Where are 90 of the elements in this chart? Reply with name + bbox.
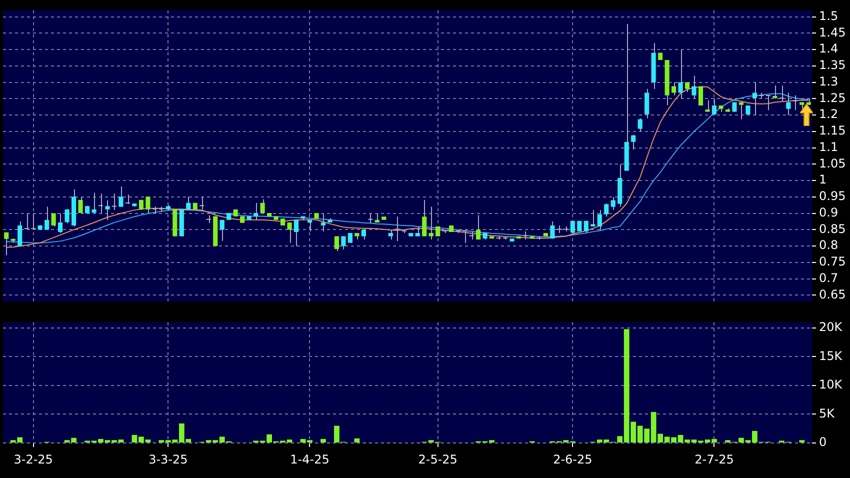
candlestick [462, 230, 468, 244]
candlestick [260, 198, 265, 214]
candlestick [692, 75, 696, 100]
candlestick [341, 236, 346, 250]
candlestick [125, 194, 130, 204]
candlestick [64, 208, 70, 224]
candlestick [792, 94, 798, 111]
candlestick [368, 212, 373, 224]
candlestick [388, 229, 393, 240]
candlestick [428, 206, 434, 240]
y-tick-label: 1 [819, 172, 827, 187]
candlestick [105, 200, 110, 220]
y-tick-label: 0.75 [819, 254, 846, 269]
x-tick-label: 2-7-25 [694, 452, 734, 466]
candlestick [78, 196, 83, 214]
y-tick-label: 0.8 [819, 238, 838, 252]
candlestick [672, 82, 676, 96]
candlestick [570, 220, 575, 234]
candlestick [186, 196, 191, 211]
x-tick-label: 1-4-25 [290, 452, 330, 466]
candlestick [738, 102, 744, 120]
candlestick [98, 193, 104, 214]
y-tick-label: 15K [819, 348, 844, 363]
candlestick [590, 210, 596, 227]
bar [320, 438, 326, 442]
candlestick [422, 199, 427, 237]
y-tick-label: 1.15 [819, 124, 846, 138]
candlestick [772, 85, 778, 100]
candlestick [24, 212, 29, 230]
candlestick [254, 202, 258, 220]
candlestick [638, 118, 642, 132]
y-tick-label: 1.3 [819, 74, 838, 88]
candlestick [604, 203, 609, 218]
x-tick-label: 3-2-25 [14, 452, 53, 466]
candlestick [631, 134, 636, 150]
candlestick [220, 219, 224, 242]
candlestick [334, 236, 340, 252]
y-tick-label: 1.45 [819, 25, 846, 40]
y-tick-label: 0.7 [819, 270, 838, 285]
candlestick [415, 226, 420, 237]
y-tick-label: 5K [819, 406, 836, 420]
candlestick [476, 214, 481, 240]
candlestick [610, 196, 616, 211]
candlestick [712, 98, 717, 116]
candlestick [44, 206, 50, 230]
candlestick [361, 229, 366, 240]
candlestick [320, 212, 326, 232]
y-tick-label: 1.4 [819, 42, 838, 56]
candlestick [705, 100, 710, 112]
x-tick-label: 2-6-25 [553, 452, 592, 466]
candlestick [644, 88, 650, 119]
candlestick [4, 232, 9, 256]
candlestick [779, 85, 784, 102]
candlestick [146, 196, 150, 214]
y-tick-label: 10K [819, 378, 844, 392]
bar [354, 438, 360, 442]
y-tick-label: 1.1 [819, 140, 838, 154]
y-tick-label: 1.5 [819, 8, 838, 23]
candlestick [597, 210, 602, 230]
y-tick-label: 0.65 [819, 287, 846, 302]
candlestick [752, 82, 757, 116]
candlestick [786, 92, 791, 116]
y-tick-label: 0.95 [819, 189, 846, 204]
candlestick [118, 186, 124, 208]
candlestick [112, 193, 117, 211]
x-tick-label: 3-3-25 [148, 452, 188, 466]
candlestick [678, 49, 683, 100]
y-tick-label: 20K [819, 320, 844, 334]
candlestick [766, 94, 770, 111]
y-tick-label: 1.35 [819, 58, 846, 72]
candlestick [200, 196, 204, 210]
candlestick [92, 192, 96, 214]
y-tick-label: 1.05 [819, 156, 846, 170]
x-tick-label: 2-5-25 [418, 452, 458, 466]
candlestick [698, 86, 704, 106]
candlestick [746, 105, 750, 116]
y-tick-label: 0.85 [819, 222, 846, 236]
candlestick [584, 220, 588, 234]
y-tick-label: 0.9 [819, 205, 838, 220]
y-tick-label: 0 [819, 435, 827, 450]
y-tick-label: 1.2 [819, 107, 838, 122]
candlestick [18, 221, 22, 247]
candlestick [550, 221, 555, 240]
candlestick [31, 212, 36, 230]
candlestick [287, 222, 292, 244]
candlestick [294, 219, 299, 247]
candlestick [395, 216, 400, 242]
candlestick [51, 212, 56, 227]
candlestick [58, 212, 63, 234]
y-tick-label: 1.25 [819, 90, 846, 105]
